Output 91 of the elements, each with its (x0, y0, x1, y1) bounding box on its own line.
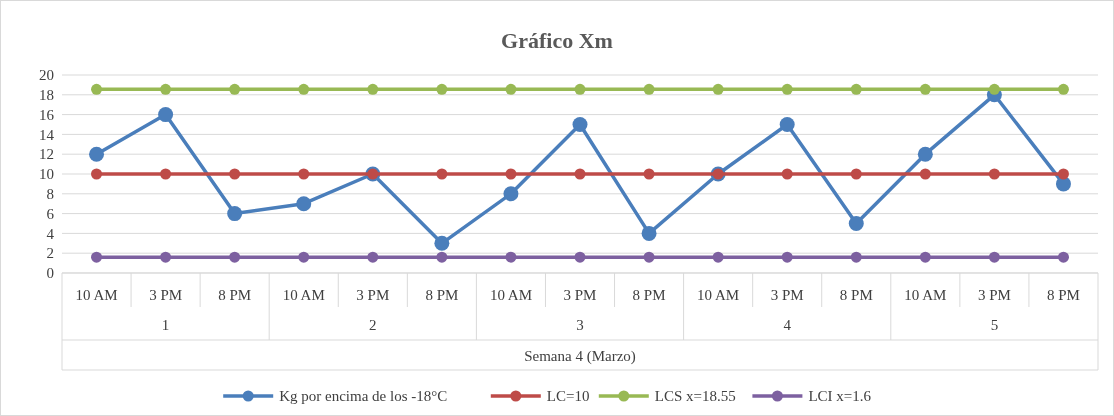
legend-label: LC=10 (546, 388, 590, 405)
x-axis-title: Semana 4 (Marzo) (524, 348, 636, 365)
point (227, 206, 243, 222)
point (505, 251, 517, 263)
y-tick-label: 18 (39, 87, 54, 104)
point (574, 168, 586, 180)
point (505, 168, 517, 180)
x-tick-label: 3 PM (149, 287, 183, 303)
point (643, 83, 655, 95)
point (89, 146, 105, 162)
x-tick-label: 8 PM (218, 287, 252, 303)
point (779, 117, 795, 132)
point (296, 196, 312, 212)
point (298, 251, 310, 263)
x-tick-label: 8 PM (632, 287, 666, 303)
point (505, 83, 517, 95)
chart-title: Gráfico Xm (501, 28, 613, 53)
y-tick-label: 0 (46, 265, 54, 282)
y-tick-label: 10 (39, 166, 54, 183)
point (367, 83, 379, 95)
y-tick-label: 8 (46, 186, 54, 203)
point (781, 83, 793, 95)
x-tick-label: 10 AM (697, 287, 740, 303)
x-tick-label: 10 AM (904, 287, 947, 303)
point (643, 168, 655, 180)
x-tick-label: 8 PM (839, 287, 873, 303)
point (160, 83, 172, 95)
point (229, 83, 241, 95)
point (574, 251, 586, 263)
x-tick-label: 8 PM (425, 287, 459, 303)
point (919, 251, 931, 263)
point (158, 107, 174, 123)
point (1057, 251, 1069, 263)
point (641, 225, 657, 241)
point (91, 168, 103, 180)
point (367, 251, 379, 263)
y-tick-label: 14 (39, 126, 55, 143)
point (919, 83, 931, 95)
point (229, 168, 241, 180)
point (436, 168, 448, 180)
legend-label: LCI x=1.6 (808, 388, 872, 405)
point (919, 168, 931, 180)
text: 3 (576, 317, 584, 333)
point (160, 168, 172, 180)
point (712, 83, 724, 95)
point (436, 83, 448, 95)
point (917, 146, 933, 162)
point (298, 83, 310, 95)
point (712, 251, 724, 263)
x-tick-label: 3 PM (770, 287, 804, 303)
point (988, 83, 1000, 95)
point (781, 251, 793, 263)
point (1057, 168, 1069, 180)
y-tick-label: 12 (39, 146, 54, 163)
y-tick-label: 2 (46, 245, 54, 262)
point (850, 168, 862, 180)
point (781, 168, 793, 180)
text: 2 (369, 317, 377, 333)
point (434, 235, 450, 251)
point (574, 83, 586, 95)
point (643, 251, 655, 263)
x-tick-label: 3 PM (977, 287, 1011, 303)
y-tick-label: 16 (39, 106, 55, 123)
x-tick-label: 3 PM (563, 287, 597, 303)
point (572, 117, 588, 132)
y-tick-label: 4 (46, 225, 55, 242)
point (1057, 83, 1069, 95)
x-tick-label: 3 PM (356, 287, 390, 303)
legend-label: LCS x=18.55 (654, 388, 736, 405)
point (229, 251, 241, 263)
point (988, 251, 1000, 263)
point (503, 186, 519, 202)
point (988, 168, 1000, 180)
y-tick-label: 20 (39, 67, 54, 84)
y-tick-label: 6 (46, 205, 55, 222)
legend-label: Kg por encima de los -18°C (279, 388, 448, 405)
x-tick-label: 10 AM (282, 287, 325, 303)
text: 1 (161, 317, 170, 333)
point (160, 251, 172, 263)
point (91, 251, 103, 263)
point (848, 216, 864, 231)
x-tick-label: 8 PM (1047, 287, 1080, 303)
text: 5 (990, 317, 999, 333)
x-tick-label: 10 AM (489, 287, 532, 303)
point (850, 83, 862, 95)
x-tick-label: 10 AM (75, 287, 118, 303)
point (436, 251, 448, 263)
point (91, 83, 103, 95)
point (298, 168, 310, 180)
point (850, 251, 862, 263)
text: 4 (783, 317, 792, 333)
